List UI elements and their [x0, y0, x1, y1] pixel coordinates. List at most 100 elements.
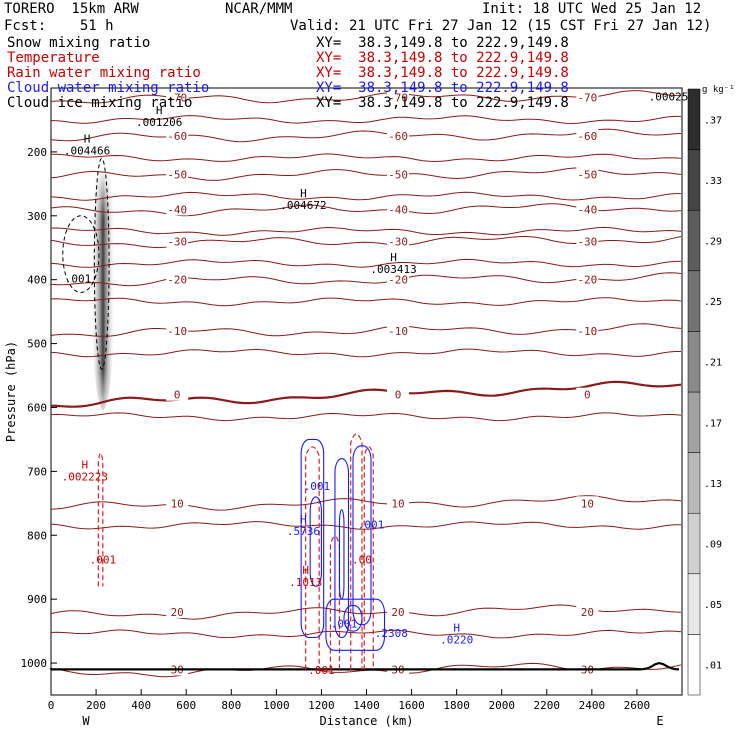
isotherm-label: -30	[167, 235, 187, 248]
contour-value-label: .00025	[649, 90, 689, 103]
y-tick-label: 500	[27, 338, 47, 351]
isotherm-label-bg	[576, 323, 599, 337]
cloud-water-contour	[325, 598, 386, 651]
east-label: E	[656, 714, 663, 728]
isotherm-label: -30	[388, 235, 408, 248]
contour-value-label: .5736	[287, 525, 320, 538]
isotherm-label: -70	[577, 92, 597, 105]
contour-value-label: .001	[90, 554, 117, 567]
legend-label-cloud-ice: Cloud ice mixing ratio	[7, 95, 193, 111]
colorbar-tick-label: .01	[704, 661, 722, 672]
contour-value-label: .1013	[289, 576, 322, 589]
y-tick-label: 700	[27, 465, 47, 478]
isotherm-label-bg	[387, 272, 410, 286]
colorbar-segment	[687, 270, 701, 332]
x-tick-label: 2400	[579, 699, 606, 712]
legend-xs-rain: XY= 38.3,149.8 to 222.9,149.8	[316, 65, 569, 81]
isotherm-label: -40	[577, 203, 597, 216]
forecast-hour: Fcst: 51 h	[4, 18, 114, 34]
isotherm-label-bg	[166, 90, 189, 104]
terrain-line	[49, 661, 680, 671]
isotherm-label: -10	[167, 325, 187, 338]
y-axis-title: Pressure (hPa)	[4, 341, 18, 442]
contour-value-label: .004672	[280, 199, 326, 212]
isotherm-label: -50	[167, 168, 187, 181]
isotherm-label: 0	[395, 389, 402, 402]
colorbar-segment	[687, 88, 701, 150]
axes: 0 200 400 600 800 1000 1200 1400 1600 1800 2000 220…	[4, 146, 664, 728]
y-tick-label: 900	[27, 593, 47, 606]
isotherm-label-bg	[166, 234, 189, 248]
x-tick-label: 2200	[534, 699, 561, 712]
x-tick-label: 400	[131, 699, 151, 712]
isotherm-label: 10	[171, 497, 184, 510]
isotherm-label-bg	[387, 167, 410, 181]
isotherm-label: -10	[388, 325, 408, 338]
isotherm-label-bg	[166, 167, 189, 181]
y-tick-label: 200	[27, 146, 47, 159]
contour-value-label: .001	[308, 664, 335, 677]
y-tick-label: 600	[27, 401, 47, 414]
legend-xs-cloud-water: XY= 38.3,149.8 to 222.9,149.8	[316, 80, 569, 96]
x-tick-label: 200	[86, 699, 106, 712]
x-axis-title: Distance (km)	[320, 714, 414, 728]
isotherm-label: 20	[391, 606, 404, 619]
isotherm-label: -60	[577, 130, 597, 143]
isotherm-label-bg	[576, 604, 599, 618]
cloud-water-contour	[343, 604, 363, 632]
isotherm-label-bg	[387, 128, 410, 142]
isotherm-line	[50, 348, 681, 358]
isotherm-label-bg	[387, 234, 410, 248]
isotherm-line	[50, 323, 682, 337]
x-tick-label: 2600	[624, 699, 651, 712]
isotherm-label: -50	[388, 168, 408, 181]
isotherm-label-bg	[576, 167, 599, 181]
isotherm-line	[50, 629, 682, 639]
isotherm-label: -20	[388, 274, 408, 287]
isotherm-line	[50, 521, 681, 530]
x-tick-label: 2000	[488, 699, 515, 712]
rain-contour	[350, 433, 363, 670]
contour-value-label: .2308	[375, 627, 408, 640]
isotherm-line	[50, 258, 682, 268]
isotherm-label: 0	[174, 389, 181, 402]
contour-value-label: .0220	[440, 633, 473, 646]
isotherm-label-bg	[576, 496, 599, 510]
extremum-marker: H	[156, 104, 163, 117]
legend-label-temperature: Temperature	[7, 50, 100, 66]
colorbar-tick-label: .29	[704, 237, 722, 248]
cloud-water-contour	[300, 438, 325, 639]
y-tick-label: 300	[27, 210, 47, 223]
contour-value-label: .001	[65, 272, 92, 285]
isotherm-line	[50, 604, 682, 620]
isotherm-label-bg	[576, 128, 599, 142]
cloud-water-contour	[309, 496, 322, 587]
legend-label-rain: Rain water mixing ratio	[7, 65, 201, 81]
isotherm-label: -60	[388, 130, 408, 143]
isotherm-line	[50, 226, 682, 236]
contour-value-label: .002223	[62, 471, 108, 484]
isotherm-label: 10	[391, 497, 404, 510]
extremum-marker: H	[81, 459, 88, 472]
contour-value-label: .001	[304, 480, 331, 493]
snow-shading	[91, 150, 115, 410]
isotherm-label-bg	[166, 128, 189, 142]
isotherm-label: 0	[584, 389, 591, 402]
colorbar-segment	[687, 209, 701, 272]
isotherm-line	[50, 90, 682, 104]
isotherm-line	[51, 153, 682, 163]
isotherm-label: -20	[577, 274, 597, 287]
isotherm-line	[50, 412, 682, 422]
legend-label-cloud-water: Cloud water mixing ratio	[7, 80, 210, 96]
extremum-marker: H	[390, 251, 397, 264]
isotherm-line	[50, 115, 681, 125]
x-tick-label: 0	[48, 699, 55, 712]
isotherm-line	[50, 297, 682, 307]
colorbar-tick-label: .37	[704, 115, 722, 126]
isotherm-label-bg	[387, 90, 410, 104]
colorbar-segment	[687, 452, 701, 514]
isotherm-label-bg	[387, 604, 410, 618]
west-label: W	[82, 714, 90, 728]
x-tick-label: 600	[176, 699, 196, 712]
isotherm-label-bg	[387, 496, 410, 510]
